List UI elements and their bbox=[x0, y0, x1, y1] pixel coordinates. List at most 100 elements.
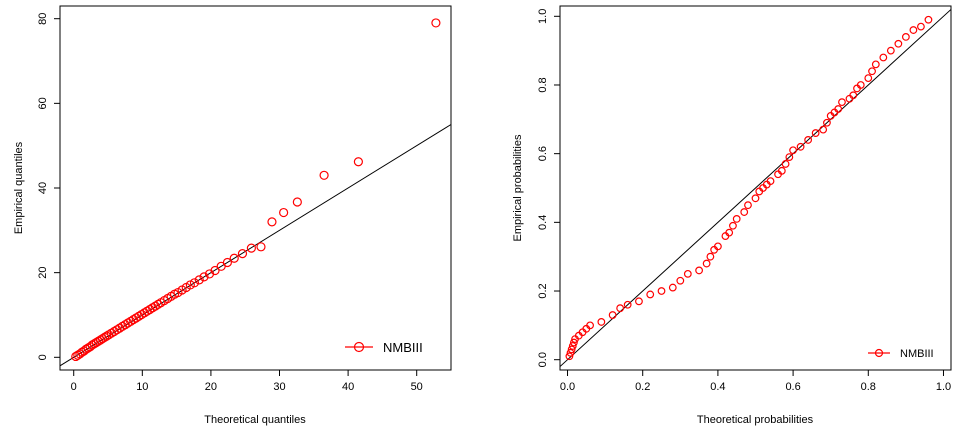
data-point bbox=[635, 297, 643, 306]
legend-marker bbox=[353, 341, 365, 353]
data-point bbox=[210, 265, 220, 276]
x-tick-label: 0 bbox=[71, 381, 77, 393]
data-point bbox=[683, 269, 692, 278]
data-point bbox=[568, 342, 577, 350]
data-point bbox=[777, 166, 786, 175]
y-axis-title: Empirical quantiles bbox=[13, 141, 25, 234]
data-point bbox=[267, 217, 277, 227]
y-tick-label: 40 bbox=[37, 182, 49, 194]
data-point bbox=[646, 290, 655, 299]
x-tick-label: 50 bbox=[411, 381, 423, 393]
data-point bbox=[199, 272, 209, 282]
x-tick-label: 0.4 bbox=[710, 381, 725, 393]
data-point bbox=[725, 228, 734, 237]
data-point bbox=[819, 125, 828, 134]
data-point bbox=[823, 118, 831, 127]
data-point bbox=[751, 194, 760, 203]
data-point bbox=[702, 259, 711, 268]
data-point bbox=[909, 26, 918, 34]
data-point bbox=[901, 33, 910, 41]
data-point bbox=[229, 253, 239, 263]
x-tick-label: 0.2 bbox=[635, 381, 650, 393]
data-point bbox=[256, 242, 266, 252]
legend-marker bbox=[874, 348, 884, 358]
y-tick-label: 80 bbox=[37, 13, 49, 25]
data-point bbox=[838, 98, 846, 107]
data-point bbox=[676, 276, 685, 285]
data-point bbox=[565, 352, 574, 361]
data-point bbox=[279, 207, 289, 218]
y-tick-label: 60 bbox=[37, 97, 49, 109]
x-tick-label: 40 bbox=[342, 381, 354, 393]
data-point bbox=[917, 22, 925, 31]
x-tick-label: 0.0 bbox=[560, 381, 575, 393]
data-point bbox=[657, 287, 666, 295]
data-point bbox=[785, 153, 794, 161]
y-tick-label: 20 bbox=[37, 267, 49, 279]
data-point bbox=[567, 345, 576, 354]
x-axis-title: Theoretical quantiles bbox=[204, 414, 306, 426]
data-point bbox=[868, 67, 876, 76]
y-tick-label: 0.6 bbox=[537, 146, 549, 161]
data-point bbox=[431, 18, 441, 28]
data-point bbox=[856, 81, 865, 89]
legend-label: NMBIII bbox=[900, 348, 934, 360]
data-point bbox=[608, 311, 617, 319]
data-point bbox=[706, 252, 715, 261]
legend-label: NMBIII bbox=[383, 340, 423, 355]
fit-line bbox=[559, 9, 952, 367]
axis-ticks: 0 10 20 30 40 50 0 20 40 60 80 bbox=[37, 13, 423, 393]
data-point bbox=[194, 275, 204, 285]
x-tick-label: 20 bbox=[205, 381, 217, 393]
y-tick-label: 0.8 bbox=[537, 77, 549, 92]
data-point bbox=[894, 39, 903, 48]
data-point bbox=[586, 321, 594, 330]
data-points bbox=[565, 15, 933, 361]
axis-ticks: 0.0 0.2 0.4 0.6 0.8 1.0 0.0 0.2 0.4 0.6 0.8 1.0 bbox=[537, 9, 951, 393]
data-point bbox=[744, 201, 752, 210]
data-point bbox=[292, 197, 302, 207]
data-point bbox=[623, 300, 632, 309]
reference-line bbox=[59, 124, 452, 367]
y-tick-label: 0.4 bbox=[537, 215, 549, 230]
data-point bbox=[796, 142, 805, 151]
data-point bbox=[714, 242, 722, 251]
qq-plot-panel: 0 10 20 30 40 50 0 20 40 60 80 NMBIII Theoretical … bbox=[13, 5, 452, 426]
y-tick-label: 1.0 bbox=[537, 9, 549, 24]
y-tick-label: 0.2 bbox=[537, 283, 549, 298]
data-point bbox=[924, 15, 933, 24]
data-point bbox=[766, 177, 775, 186]
data-point bbox=[570, 338, 578, 347]
plot-frame bbox=[59, 5, 452, 371]
data-point bbox=[811, 129, 820, 137]
x-tick-label: 0.6 bbox=[785, 381, 800, 393]
data-point bbox=[849, 91, 858, 100]
reference-line bbox=[559, 9, 952, 367]
data-point bbox=[319, 170, 329, 180]
data-point bbox=[732, 215, 741, 223]
y-tick-label: 0 bbox=[37, 354, 49, 360]
x-tick-label: 10 bbox=[136, 381, 148, 393]
data-point bbox=[729, 221, 737, 230]
data-point bbox=[616, 304, 625, 313]
data-point bbox=[668, 283, 677, 292]
x-tick-label: 30 bbox=[273, 381, 285, 393]
pp-plot-panel: 0.0 0.2 0.4 0.6 0.8 1.0 0.0 0.2 0.4 0.6 0.8 1.0 NMB… bbox=[512, 5, 952, 426]
data-point bbox=[804, 136, 813, 144]
data-point bbox=[871, 60, 880, 69]
data-point bbox=[353, 157, 363, 167]
data-points bbox=[71, 18, 441, 362]
x-axis-title: Theoretical probabilities bbox=[697, 414, 814, 426]
data-point bbox=[695, 266, 704, 275]
x-tick-label: 1.0 bbox=[936, 381, 951, 393]
legend: NMBIII bbox=[868, 348, 934, 360]
data-point bbox=[781, 160, 790, 168]
y-axis-title: Empirical probabilities bbox=[512, 134, 524, 241]
data-point bbox=[237, 249, 248, 259]
data-point bbox=[789, 146, 797, 155]
data-point bbox=[102, 331, 112, 341]
plot-frame bbox=[559, 5, 952, 371]
data-point bbox=[740, 208, 749, 216]
data-point bbox=[886, 46, 895, 55]
